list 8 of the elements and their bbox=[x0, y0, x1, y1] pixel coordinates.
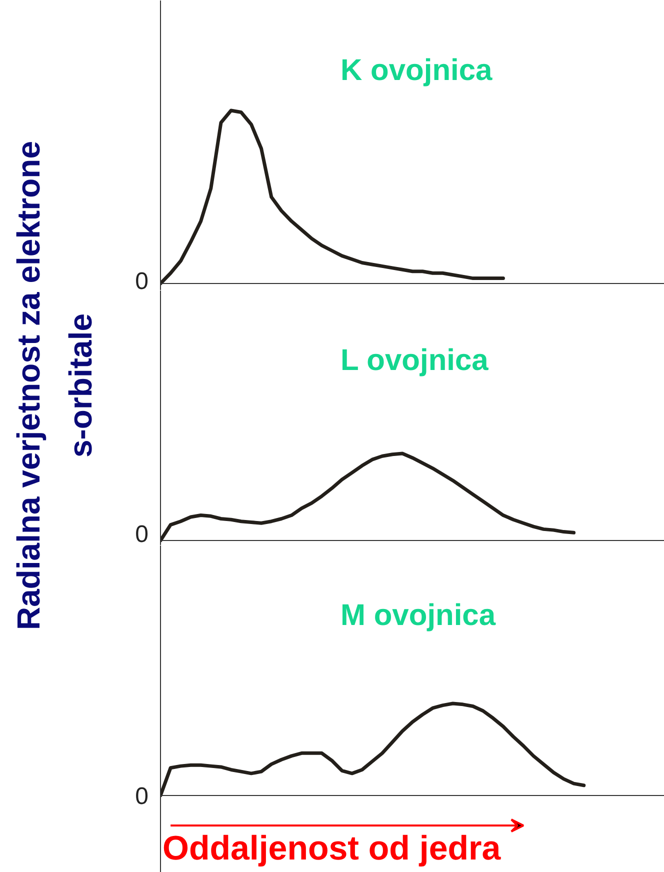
text: M ovojnica bbox=[340, 599, 496, 632]
text: 0 bbox=[135, 783, 149, 810]
text: K ovojnica bbox=[340, 54, 493, 87]
x-axis-title: Oddaljenost od jedra bbox=[162, 830, 502, 868]
text: 0 bbox=[135, 268, 149, 295]
text: L ovojnica bbox=[340, 344, 489, 377]
text: 0 bbox=[135, 521, 149, 548]
y-axis-title: Radialna verjetnost za elektrone s-orbitale bbox=[10, 140, 98, 630]
